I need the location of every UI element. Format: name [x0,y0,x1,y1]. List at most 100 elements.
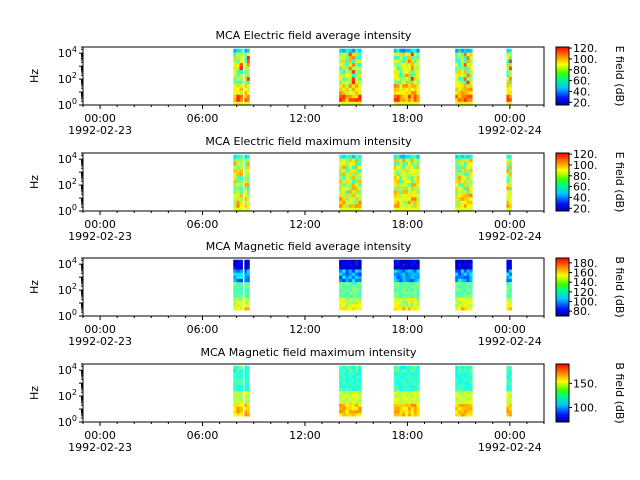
spectrogram-cell [358,62,362,67]
spectrogram-cell [339,291,343,295]
spectrogram-cell [460,101,465,106]
spectrogram-cell [239,262,243,267]
spectrogram-cell [466,291,470,295]
spectrogram-cell [506,172,510,177]
spectrogram-cell [345,266,349,270]
spectrogram-cell [351,275,356,279]
spectrogram-cell [413,259,417,264]
spectrogram-cell [351,52,356,57]
spectrogram-cell [407,275,412,279]
spectrogram-cell [405,368,409,373]
spectrogram-cell [458,80,462,85]
spectrogram-cell [239,196,243,201]
spectrogram-cell [246,375,250,379]
spectrogram-cell [410,69,414,74]
spectrogram-cell [393,59,397,64]
spectrogram-cell [455,307,459,311]
spectrogram-cell [345,387,349,392]
spectrogram-cell [506,196,510,201]
spectrogram-cell [345,182,349,187]
spectrogram-cell [410,406,414,411]
spectrogram-cell [410,101,414,106]
spectrogram-cell [358,158,362,163]
data-segment [339,154,362,212]
spectrogram-cell [393,413,397,417]
spectrogram-cell [396,48,400,53]
spectrogram-cell [348,387,353,392]
spectrogram-cell [402,365,406,370]
spectrogram-cell [399,297,403,302]
spectrogram-cell [466,372,470,376]
spectrogram-cell [463,272,467,276]
spectrogram-cell [348,101,353,106]
spectrogram-cell [463,284,467,289]
spectrogram-cell [469,90,473,95]
spectrogram-cell [407,397,412,401]
spectrogram-cell [469,406,473,411]
spectrogram-cell [358,83,362,88]
x-tick-label: 18:00 [392,429,424,442]
spectrogram-cell [351,406,356,411]
spectrogram-cell [354,154,359,159]
spectrogram-cell [460,387,465,392]
spectrogram-cell [342,403,346,408]
spectrogram-cell [393,83,397,88]
spectrogram-cell [506,76,510,81]
spectrogram-cell [358,288,362,292]
spectrogram-cell [463,48,467,53]
spectrogram-cell [351,179,356,184]
spectrogram-cell [469,203,473,208]
spectrogram-cell [463,378,467,382]
spectrogram-cell [413,365,417,370]
spectrogram-cell [396,394,400,398]
spectrogram-cell [342,378,346,382]
spectrogram-cell [463,161,467,166]
spectrogram-cell [469,200,473,205]
spectrogram-cell [345,394,349,398]
spectrogram-cell [458,161,462,166]
spectrogram-cell [405,203,409,208]
spectrogram-cell [458,381,462,385]
spectrogram-cell [469,403,473,408]
spectrogram-cell [399,69,403,74]
spectrogram-cell [506,272,510,276]
spectrogram-cell [410,154,414,159]
spectrogram-cell [458,52,462,57]
spectrogram-cell [460,297,465,302]
spectrogram-cell [469,381,473,385]
spectrogram-cell [460,403,465,408]
spectrogram-cell [236,69,240,74]
spectrogram-cell [233,387,237,392]
spectrogram-cell [239,259,243,264]
spectrogram-cell [410,186,414,191]
spectrogram-cell [466,168,470,173]
spectrogram-cell [458,48,462,53]
spectrogram-cell [345,406,349,411]
spectrogram-cell [402,168,406,173]
spectrogram-cell [246,200,250,205]
spectrogram-cell [458,266,462,270]
spectrogram-cell [407,284,412,289]
spectrogram-cell [342,387,346,392]
spectrogram-cell [509,76,512,81]
data-segment [233,48,243,106]
spectrogram-cell [348,66,353,71]
spectrogram-cell [393,66,397,71]
spectrogram-cell [342,90,346,95]
spectrogram-cell [460,266,465,270]
spectrogram-cell [351,165,356,170]
spectrogram-cell [509,368,512,373]
spectrogram-cell [402,288,406,292]
spectrogram-cell [354,281,359,286]
spectrogram-cell [506,165,510,170]
spectrogram-cell [460,406,465,411]
spectrogram-cell [246,266,250,270]
colorbar-tick-label: 120. [573,42,598,55]
spectrogram-cell [351,294,356,298]
spectrogram-cell [506,400,510,404]
spectrogram-cell [455,193,459,198]
spectrogram-cell [351,200,356,205]
spectrogram-cell [339,69,343,74]
spectrogram-cell [244,397,248,401]
spectrogram-cell [399,409,403,414]
